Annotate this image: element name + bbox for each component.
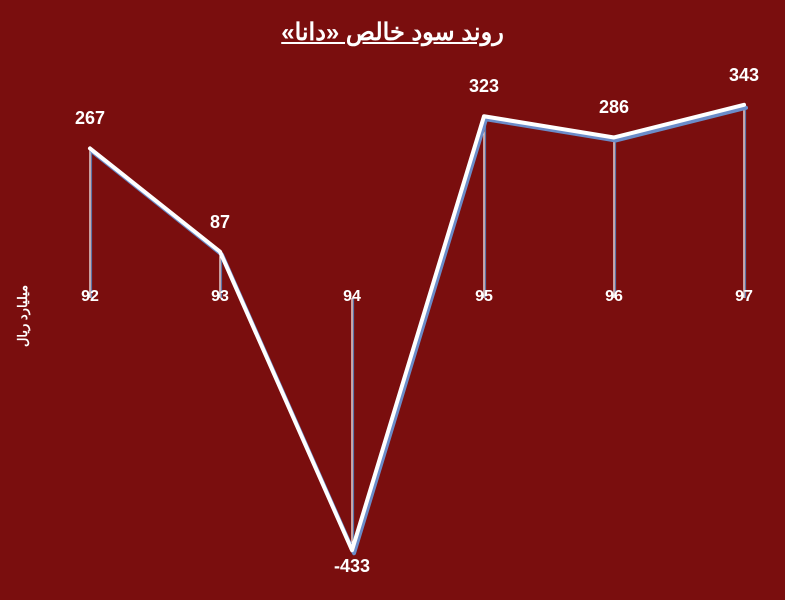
value-label: -433 — [334, 556, 370, 577]
value-label: 87 — [210, 212, 230, 233]
category-label: 95 — [475, 288, 493, 306]
value-label: 323 — [469, 76, 499, 97]
category-label: 93 — [211, 288, 229, 306]
category-label: 96 — [605, 288, 623, 306]
value-label: 286 — [599, 97, 629, 118]
category-label: 94 — [343, 288, 361, 306]
line-chart: روند سود خالص «دانا» میلیارد ریال 929394… — [0, 0, 785, 600]
category-label: 97 — [735, 288, 753, 306]
plot-area — [0, 0, 785, 600]
value-label: 343 — [729, 65, 759, 86]
value-label: 267 — [75, 108, 105, 129]
category-label: 92 — [81, 288, 99, 306]
